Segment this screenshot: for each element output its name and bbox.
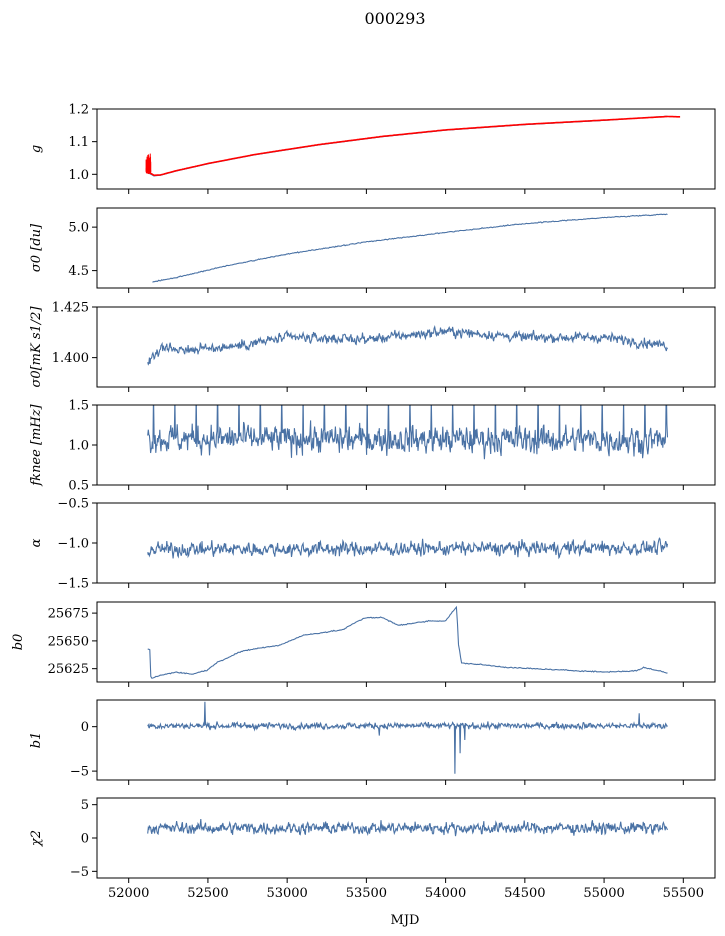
x-tick-label: 55500: [663, 886, 704, 901]
y-tick-label: −1.0: [57, 537, 89, 552]
panel-frame: [96, 601, 716, 683]
y-tick-label: 1.2: [68, 103, 89, 118]
y-tick-label: 25675: [48, 607, 89, 622]
panel-7: −5 0 b1: [29, 699, 716, 785]
data-series-line: [147, 605, 668, 679]
y-tick-label: −1.5: [57, 577, 89, 592]
y-tick-label: 0: [81, 720, 89, 735]
y-tick-label: 25625: [48, 662, 89, 677]
panel-3: 1.400 1.425 σ0[mK s1/2]: [29, 301, 716, 392]
panel-frame: [96, 404, 716, 486]
figure-title: 000293: [364, 9, 425, 28]
data-series-line: [147, 325, 668, 366]
data-series-line: [147, 701, 668, 774]
x-tick-label: 54500: [504, 886, 545, 901]
panel-frame: [96, 207, 716, 289]
y-tick-label: 1.400: [52, 351, 89, 366]
y-tick-label: 1.1: [68, 135, 89, 150]
data-series-line: [147, 115, 668, 177]
y-tick-label: −0.5: [57, 497, 89, 512]
panel-frame: [96, 699, 716, 781]
data-series-line: [147, 819, 668, 837]
panel-5: −1.5 −1.0 −0.5 α: [29, 497, 716, 592]
y-tick-label: 1.0: [68, 439, 89, 454]
x-tick-label: 52500: [187, 886, 228, 901]
fit-series-line: [147, 115, 681, 177]
y-axis-label: σ0 [du]: [29, 223, 44, 272]
y-axis-label: b1: [29, 732, 44, 749]
x-axis-label: MJD: [391, 913, 420, 928]
data-series-line: [147, 537, 669, 560]
panel-frame: [96, 108, 716, 190]
panel-frame: [96, 306, 716, 388]
data-series-line: [147, 405, 669, 460]
y-tick-label: 5: [81, 798, 89, 813]
x-tick-label: 53500: [346, 886, 387, 901]
x-tick-label: 55000: [583, 886, 624, 901]
data-series-line: [152, 213, 668, 283]
y-axis-label: χ2: [29, 830, 44, 847]
y-tick-label: 0: [81, 832, 89, 847]
y-axis-label: σ0[mK s1/2]: [29, 306, 44, 388]
panel-frame: [96, 502, 716, 584]
panels: 1.0 1.1 1.2 g 4.5 5.0 σ0 [du] 1.400 1.425 σ0[mK s…: [11, 103, 716, 901]
y-tick-label: 4.5: [68, 264, 89, 279]
x-tick-label: 52000: [108, 886, 149, 901]
y-tick-label: 1.0: [68, 168, 89, 183]
panel-2: 4.5 5.0 σ0 [du]: [29, 207, 716, 293]
y-axis-label: b0: [11, 634, 26, 651]
y-axis-label: g: [29, 145, 44, 153]
y-tick-label: 1.5: [68, 399, 89, 414]
y-tick-label: 5.0: [68, 221, 89, 236]
panel-frame: [96, 797, 716, 879]
y-tick-label: 1.425: [52, 301, 89, 316]
y-tick-label: −5: [70, 765, 89, 780]
y-tick-label: −5: [70, 865, 89, 880]
x-tick-label: 53000: [266, 886, 307, 901]
panel-4: 0.5 1.0 1.5 fknee [mHz]: [29, 399, 716, 494]
x-tick-label: 54000: [425, 886, 466, 901]
y-axis-label: α: [29, 538, 44, 547]
panel-8: −5 0 5 52000 52500 53000 53500 54000 54500 55000 5…: [29, 797, 716, 901]
panel-6: 25625 25650 25675 b0: [11, 601, 716, 687]
y-axis-label: fknee [mHz]: [29, 403, 44, 486]
y-tick-label: 25650: [48, 634, 89, 649]
y-tick-label: 0.5: [68, 479, 89, 494]
panel-1: 1.0 1.1 1.2 g: [29, 103, 716, 194]
